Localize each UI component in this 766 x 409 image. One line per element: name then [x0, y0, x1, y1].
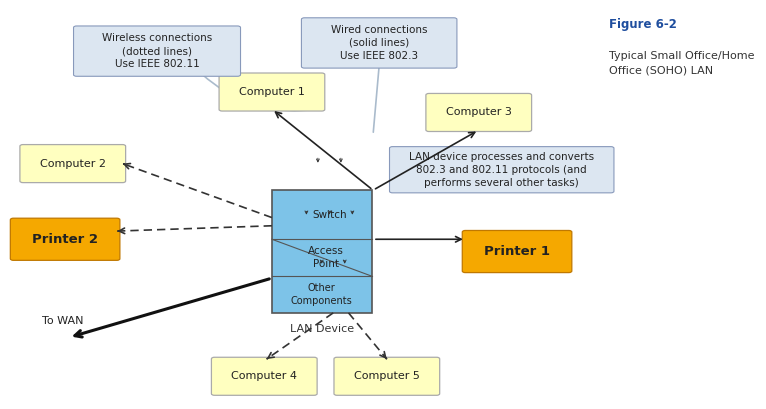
Text: Computer 2: Computer 2	[40, 159, 106, 169]
Text: Computer 5: Computer 5	[354, 371, 420, 381]
Text: Switch: Switch	[312, 210, 347, 220]
Text: Other
Components: Other Components	[291, 283, 352, 306]
Text: Printer 1: Printer 1	[484, 245, 550, 258]
FancyBboxPatch shape	[211, 357, 317, 395]
FancyBboxPatch shape	[390, 147, 614, 193]
Text: Printer 2: Printer 2	[32, 233, 98, 246]
FancyBboxPatch shape	[20, 145, 126, 182]
Text: LAN Device: LAN Device	[290, 324, 354, 334]
FancyBboxPatch shape	[463, 231, 571, 272]
FancyBboxPatch shape	[272, 190, 372, 313]
FancyBboxPatch shape	[74, 26, 241, 76]
FancyBboxPatch shape	[426, 94, 532, 132]
Text: Computer 1: Computer 1	[239, 87, 305, 97]
FancyBboxPatch shape	[302, 18, 457, 68]
Text: Wireless connections
(dotted lines)
Use IEEE 802.11: Wireless connections (dotted lines) Use …	[102, 33, 212, 69]
Text: Access
Point: Access Point	[308, 247, 343, 269]
Text: Typical Small Office/Home
Office (SOHO) LAN: Typical Small Office/Home Office (SOHO) …	[609, 51, 755, 75]
Text: Computer 4: Computer 4	[231, 371, 297, 381]
FancyBboxPatch shape	[219, 73, 325, 111]
Text: Wired connections
(solid lines)
Use IEEE 802.3: Wired connections (solid lines) Use IEEE…	[331, 25, 427, 61]
FancyBboxPatch shape	[334, 357, 440, 395]
Text: LAN device processes and converts
802.3 and 802.11 protocols (and
performs sever: LAN device processes and converts 802.3 …	[409, 152, 594, 188]
Text: Figure 6-2: Figure 6-2	[609, 18, 677, 31]
Text: Computer 3: Computer 3	[446, 108, 512, 117]
FancyBboxPatch shape	[11, 218, 120, 260]
Text: To WAN: To WAN	[42, 316, 83, 326]
